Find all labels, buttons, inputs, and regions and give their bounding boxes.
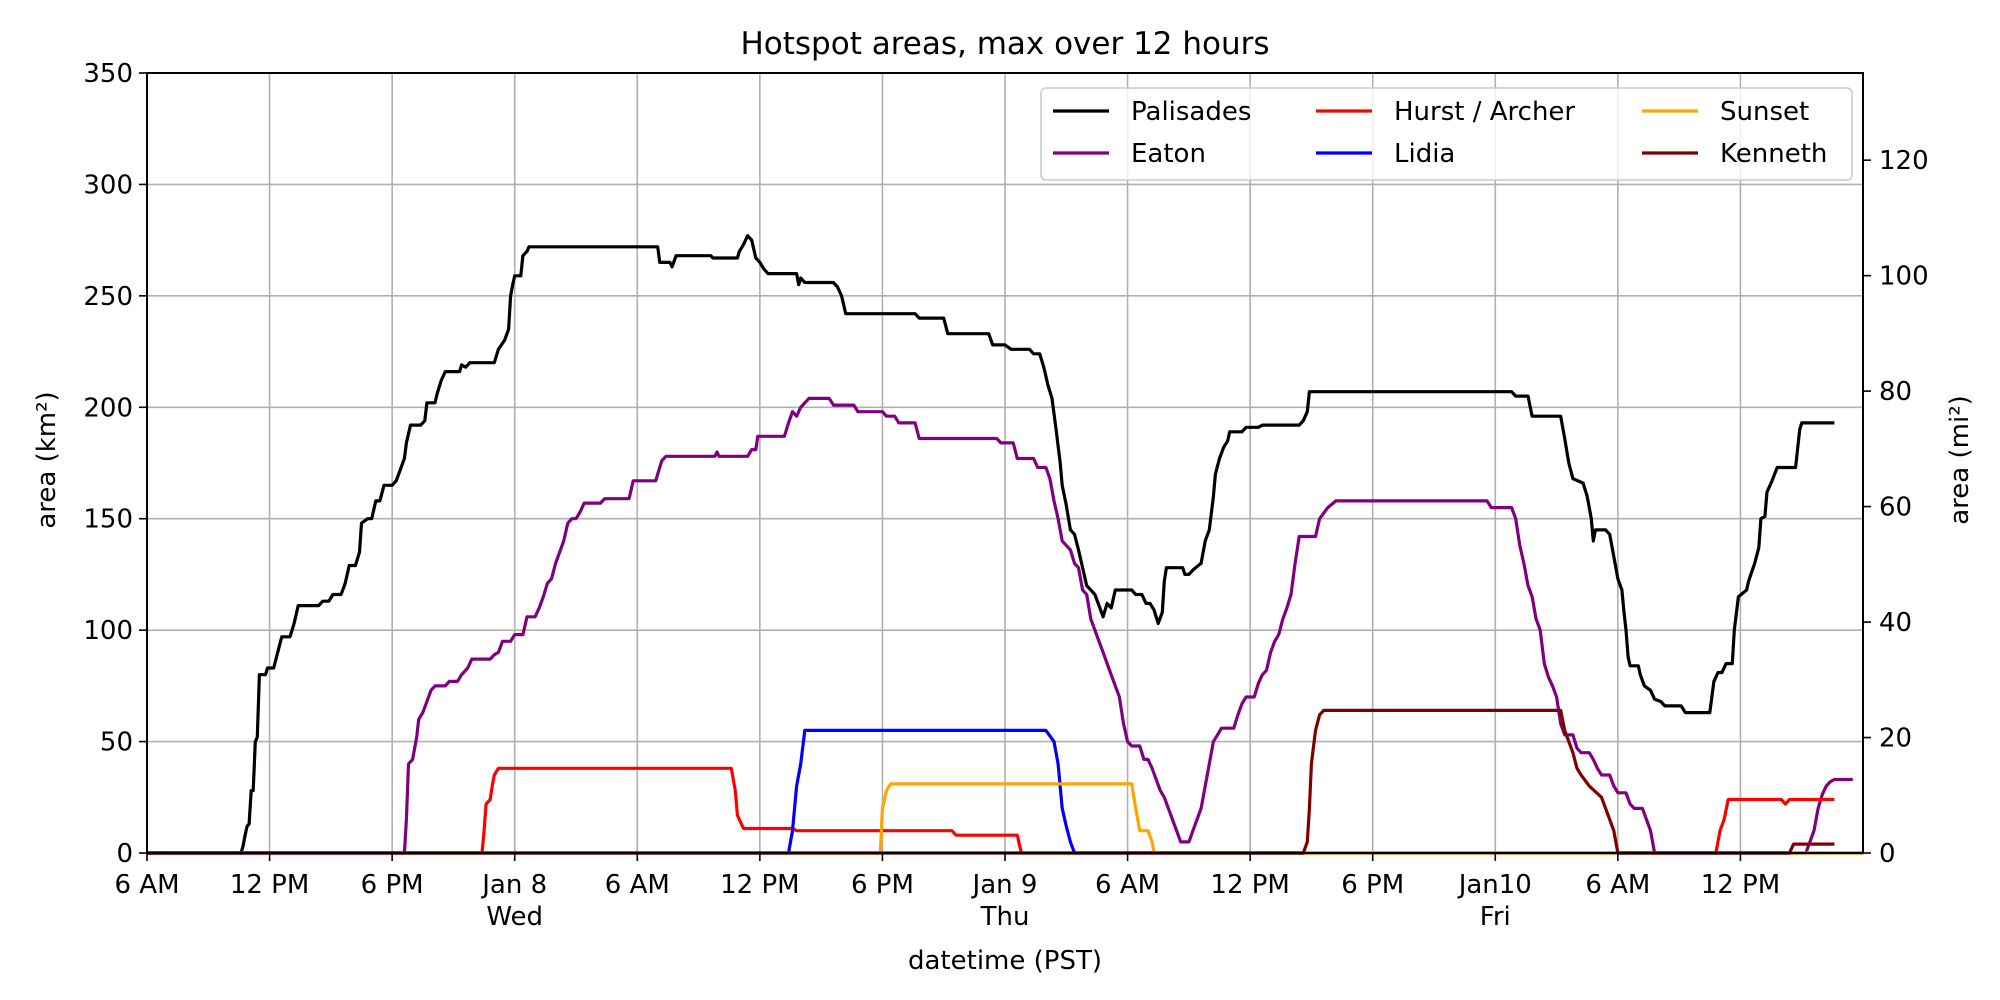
- y-axis-ticks: 0 50 100 150 200 250 300 350: [83, 59, 147, 869]
- x-tick-label: 6 AM: [114, 870, 179, 900]
- legend-label: Kenneth: [1720, 139, 1827, 169]
- y-tick-label: 200: [83, 393, 133, 423]
- y2-tick-label: 40: [1879, 608, 1912, 638]
- x-axis-label: datetime (PST): [908, 946, 1102, 976]
- y-tick-label: 250: [83, 282, 133, 312]
- y-tick-label: 350: [83, 59, 133, 89]
- y2-tick-label: 120: [1879, 146, 1929, 176]
- y2-tick-label: 80: [1879, 377, 1912, 407]
- legend-label: Eaton: [1131, 139, 1206, 169]
- x-tick-label: Jan 9: [971, 870, 1038, 900]
- x-tick-label: 6 PM: [1341, 870, 1404, 900]
- legend-label: Palisades: [1131, 97, 1251, 127]
- y-tick-label: 50: [100, 728, 133, 758]
- x-tick-label: Jan 8: [480, 870, 547, 900]
- x-tick-label: 6 AM: [605, 870, 670, 900]
- series-line-3: [147, 728, 1863, 855]
- x-tick-sublabel: Wed: [486, 902, 543, 932]
- y-tick-label: 150: [83, 505, 133, 535]
- legend-label: Sunset: [1720, 97, 1809, 127]
- y-tick-label: 0: [116, 839, 133, 869]
- x-tick-label: 12 PM: [230, 870, 309, 900]
- y-tick-label: 300: [83, 170, 133, 200]
- x-tick-label: 12 PM: [1701, 870, 1780, 900]
- y-tick-label: 100: [83, 616, 133, 646]
- y2-tick-label: 100: [1879, 262, 1929, 292]
- legend-label: Lidia: [1394, 139, 1455, 169]
- legend: Palisades Eaton Hurst / Archer Lidia Sunset K…: [1040, 87, 1853, 181]
- series-line-4: [147, 782, 1863, 855]
- x-tick-label: 6 AM: [1095, 870, 1160, 900]
- y2-tick-label: 60: [1879, 493, 1912, 523]
- y-axis-label: area (km²): [32, 391, 62, 528]
- x-tick-sublabel: Fri: [1480, 902, 1511, 932]
- legend-label: Hurst / Archer: [1394, 97, 1575, 127]
- series-line-0: [147, 234, 1835, 855]
- y2-axis-ticks: 0 20 40 60 80 100 120: [1863, 146, 1929, 869]
- x-tick-label: 6 AM: [1585, 870, 1650, 900]
- x-tick-label: 6 PM: [361, 870, 424, 900]
- series-line-1: [147, 396, 1853, 855]
- y2-tick-label: 0: [1879, 839, 1896, 869]
- x-tick-label: Jan10: [1457, 870, 1532, 900]
- x-tick-label: 12 PM: [1210, 870, 1289, 900]
- series-line-5: [147, 708, 1835, 855]
- chart-title: Hotspot areas, max over 12 hours: [740, 26, 1269, 62]
- y2-tick-label: 20: [1879, 724, 1912, 754]
- y2-axis-label: area (mi²): [1945, 395, 1975, 525]
- x-tick-sublabel: Thu: [980, 902, 1030, 932]
- x-tick-label: 6 PM: [851, 870, 914, 900]
- x-tick-label: 12 PM: [720, 870, 799, 900]
- series-lines: [147, 234, 1863, 855]
